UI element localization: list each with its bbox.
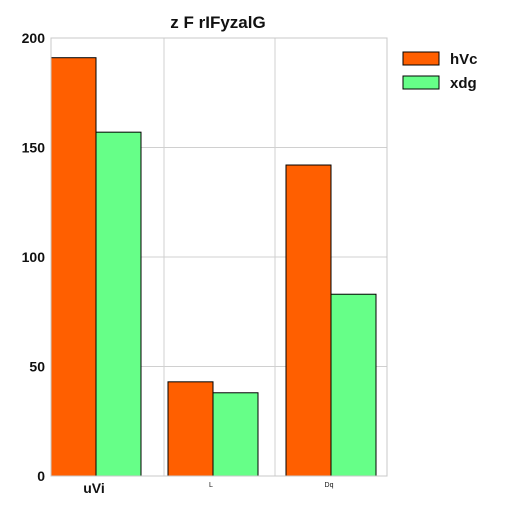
bar-hVc-L: [167, 381, 214, 477]
x-tick-label: uVi: [83, 480, 105, 496]
x-tick-label: L: [209, 482, 213, 489]
y-tick-label: 50: [29, 359, 45, 375]
plot-frame: [50, 37, 388, 477]
bars: [50, 57, 377, 477]
legend-label: hVc: [450, 51, 478, 68]
bar-xdg-Dq: [330, 293, 377, 477]
axes: [50, 37, 388, 477]
legend-swatch: [402, 75, 440, 90]
y-tick-label: 0: [37, 468, 45, 484]
y-tick-label: 150: [22, 140, 46, 156]
x-axis-ticks: uVi L Dq: [83, 480, 333, 496]
legend-swatch: [402, 51, 440, 66]
y-axis-ticks: 0 50 100 150 200: [22, 30, 46, 484]
legend: hVc xdg: [402, 51, 478, 92]
bar-xdg-L: [212, 392, 259, 477]
x-tick-label: Dq: [325, 482, 334, 489]
legend-label: xdg: [450, 75, 477, 92]
y-tick-label: 100: [22, 249, 46, 265]
bar-hVc-Dq: [285, 164, 332, 477]
bar-hVc-uVi: [50, 57, 97, 477]
chart-title: z F rIFyzalG: [170, 13, 265, 32]
bar-xdg-uVi: [95, 131, 142, 477]
y-tick-label: 200: [22, 30, 46, 46]
